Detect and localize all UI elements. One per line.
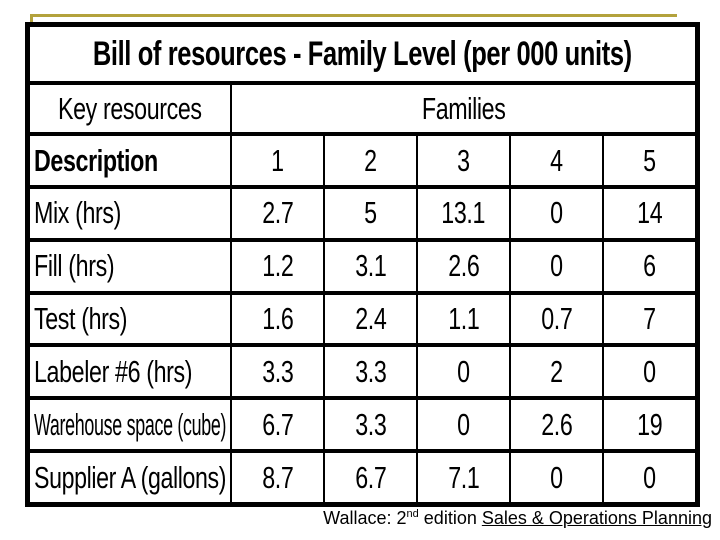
family-column-header: 3 [418, 136, 509, 185]
value-cell: 1.1 [418, 294, 509, 344]
value-cell: 8.7 [232, 453, 323, 502]
table-title-text: Bill of resources - Family Level (per 00… [93, 34, 632, 73]
value-cell: 3.3 [325, 347, 416, 397]
row-label-warehouse: Warehouse space (cube) [30, 400, 230, 450]
row-label-labeler: Labeler #6 (hrs) [30, 347, 230, 397]
family-column-header: 5 [604, 136, 695, 185]
row-label-mix: Mix (hrs) [30, 189, 230, 238]
row-label-fill: Fill (hrs) [30, 241, 230, 291]
value-cell: 6.7 [325, 453, 416, 502]
citation-superscript: nd [406, 508, 419, 520]
header-key-resources: Key resources [30, 85, 230, 132]
value-cell: 0 [511, 453, 602, 502]
value-cell: 13.1 [418, 189, 509, 238]
value-cell: 6.7 [232, 400, 323, 450]
value-cell: 2 [511, 347, 602, 397]
value-cell: 0 [511, 241, 602, 291]
value-cell: 0 [604, 347, 695, 397]
slide-accent-corner [30, 14, 33, 25]
family-column-header: 2 [325, 136, 416, 185]
value-cell: 7.1 [418, 453, 509, 502]
row-label-test: Test (hrs) [30, 294, 230, 344]
value-cell: 7 [604, 294, 695, 344]
bill-of-resources-table: Bill of resources - Family Level (per 00… [25, 22, 700, 507]
citation-prefix: Wallace: 2 [323, 508, 407, 528]
value-cell: 0 [418, 347, 509, 397]
citation-middle: edition [418, 508, 482, 528]
value-cell: 0 [418, 400, 509, 450]
value-cell: 2.6 [418, 241, 509, 291]
value-cell: 3.1 [325, 241, 416, 291]
table-title: Bill of resources - Family Level (per 00… [30, 27, 695, 81]
value-cell: 5 [325, 189, 416, 238]
value-cell: 1.6 [232, 294, 323, 344]
value-cell: 2.4 [325, 294, 416, 344]
description-header: Description [30, 136, 230, 185]
value-cell: 2.7 [232, 189, 323, 238]
value-cell: 19 [604, 400, 695, 450]
slide-accent-line [30, 14, 677, 17]
citation: Wallace: 2nd edition Sales & Operations … [323, 508, 712, 529]
value-cell: 14 [604, 189, 695, 238]
header-families: Families [232, 85, 695, 132]
row-label-supplier: Supplier A (gallons) [30, 453, 230, 502]
family-column-header: 4 [511, 136, 602, 185]
value-cell: 0 [604, 453, 695, 502]
citation-book-title: Sales & Operations Planning [481, 508, 712, 528]
value-cell: 6 [604, 241, 695, 291]
family-column-header: 1 [232, 136, 323, 185]
value-cell: 3.3 [325, 400, 416, 450]
value-cell: 3.3 [232, 347, 323, 397]
value-cell: 0 [511, 189, 602, 238]
value-cell: 0.7 [511, 294, 602, 344]
value-cell: 2.6 [511, 400, 602, 450]
value-cell: 1.2 [232, 241, 323, 291]
